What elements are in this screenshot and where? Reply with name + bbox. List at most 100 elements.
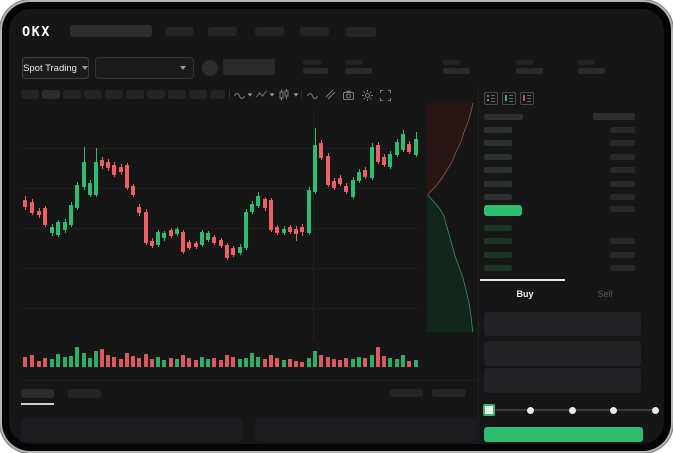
slider-stop-dot[interactable]	[610, 406, 617, 414]
line-style-icon[interactable]	[234, 90, 253, 100]
timeframe-pill[interactable]	[168, 90, 186, 99]
orderbook-layout-sells-icon[interactable]	[520, 92, 534, 105]
bid-price-placeholder[interactable]	[484, 225, 512, 231]
volume-bar	[23, 357, 27, 367]
timeframe-pill[interactable]	[105, 90, 123, 99]
volume-bar	[100, 349, 104, 367]
candle-body	[75, 185, 79, 208]
pair-selector-dropdown[interactable]	[95, 57, 194, 79]
timeframe-pill-active[interactable]	[42, 90, 60, 99]
candle-body	[30, 202, 34, 213]
volume-bar	[212, 358, 216, 367]
orderbook-layout-buys-icon[interactable]	[502, 92, 516, 105]
volume-bar	[125, 353, 129, 367]
chart-settings-gear-icon[interactable]	[362, 90, 373, 101]
okx-logo: OKX	[22, 24, 51, 40]
volume-bar	[56, 354, 60, 367]
ask-price-placeholder[interactable]	[484, 167, 512, 173]
ask-price-placeholder[interactable]	[484, 194, 512, 200]
orderbook-layout-both-icon[interactable]	[484, 92, 498, 105]
volume-bar	[200, 357, 204, 367]
candle-body	[82, 162, 86, 187]
nav-item-placeholder[interactable]	[300, 27, 329, 36]
gridline-vertical	[313, 110, 314, 340]
candle-body	[206, 233, 210, 240]
nav-item-placeholder[interactable]	[346, 27, 376, 37]
candle-body	[401, 134, 405, 150]
slider-stop-dot[interactable]	[568, 406, 576, 414]
volume-bar	[313, 351, 317, 367]
drawing-tools-icon[interactable]	[325, 89, 336, 100]
bottom-action-placeholder[interactable]	[432, 389, 466, 397]
stat-value-placeholder	[578, 68, 605, 74]
screenshot-camera-icon[interactable]	[343, 90, 354, 100]
last-price-amount-placeholder	[610, 206, 635, 212]
stat-label-placeholder	[345, 60, 363, 65]
candle-body	[382, 157, 386, 165]
bottom-action-placeholder[interactable]	[389, 389, 423, 397]
candle-body	[131, 186, 135, 195]
ask-price-placeholder[interactable]	[484, 140, 512, 146]
stat-label-placeholder	[516, 60, 533, 65]
bid-price-placeholder[interactable]	[484, 265, 512, 271]
candle-body	[407, 144, 411, 152]
order-type-field-placeholder[interactable]	[484, 312, 641, 336]
buy-cta-button[interactable]	[484, 427, 643, 442]
stat-value-placeholder	[345, 68, 372, 74]
slider-handle-active[interactable]	[483, 404, 495, 416]
tab-sell[interactable]: Sell	[597, 289, 613, 299]
volume-bar	[82, 353, 86, 367]
volume-bar	[244, 358, 248, 367]
ask-price-placeholder[interactable]	[484, 127, 512, 133]
stat-value-placeholder	[516, 68, 543, 74]
last-price-highlight[interactable]	[484, 205, 522, 216]
market-type-selector[interactable]: Spot Trading	[22, 57, 89, 79]
volume-bar	[206, 359, 210, 367]
candle-body	[263, 199, 267, 208]
bid-price-placeholder[interactable]	[484, 252, 512, 258]
timeframe-pill[interactable]	[21, 90, 39, 99]
tab-buy[interactable]: Buy	[516, 289, 534, 299]
timeframe-pill[interactable]	[126, 90, 144, 99]
volume-bar	[300, 362, 304, 367]
timeframe-pill[interactable]	[84, 90, 102, 99]
ask-price-placeholder[interactable]	[484, 181, 512, 187]
timeframe-pill[interactable]	[189, 90, 207, 99]
candle-type-icon[interactable]	[278, 89, 299, 101]
volume-bar	[395, 359, 399, 367]
candle-body	[344, 186, 348, 192]
timeframe-pill[interactable]	[210, 90, 225, 99]
amount-field-placeholder[interactable]	[484, 368, 641, 393]
candle-body	[112, 165, 116, 175]
bottom-table-placeholder	[21, 418, 243, 442]
candle-body	[219, 240, 223, 246]
app-layer: OKX Spot Trading	[9, 9, 664, 444]
ask-amount-placeholder	[610, 181, 635, 187]
orders-tab-placeholder[interactable]	[21, 389, 54, 398]
nav-item-placeholder[interactable]	[255, 27, 284, 36]
volume-bar	[43, 358, 47, 367]
fullscreen-expand-icon[interactable]	[380, 90, 391, 101]
candle-body	[294, 229, 298, 234]
overlay-style-icon[interactable]	[256, 90, 275, 100]
history-tab-placeholder[interactable]	[68, 389, 101, 398]
pair-name-placeholder	[223, 59, 275, 75]
bid-price-placeholder[interactable]	[484, 238, 512, 244]
volume-bar	[319, 355, 323, 367]
indicators-icon[interactable]	[307, 90, 318, 100]
candle-body	[363, 170, 367, 177]
candle-body	[244, 212, 248, 248]
volume-bar	[137, 358, 141, 367]
slider-stop-dot[interactable]	[651, 406, 659, 414]
slider-stop-dot[interactable]	[527, 406, 534, 414]
nav-item-placeholder[interactable]	[208, 27, 237, 36]
bid-amount-placeholder	[610, 265, 635, 271]
ask-price-placeholder[interactable]	[484, 154, 512, 160]
price-field-placeholder[interactable]	[484, 341, 641, 366]
nav-item-placeholder[interactable]	[165, 27, 194, 36]
timeframe-pill[interactable]	[147, 90, 165, 99]
volume-bar	[169, 358, 173, 367]
timeframe-pill[interactable]	[63, 90, 81, 99]
candle-body	[256, 196, 260, 206]
